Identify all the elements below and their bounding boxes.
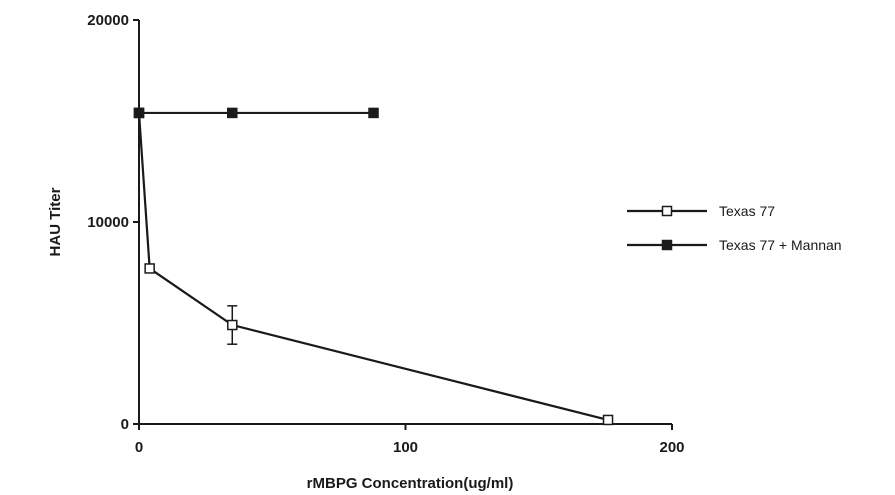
- legend: Texas 77 Texas 77 + Mannan: [627, 203, 842, 253]
- x-axis-title: rMBPG Concentration(ug/ml): [307, 475, 514, 492]
- y-axis-title: HAU Titer: [47, 187, 64, 256]
- legend-marker: [661, 205, 673, 217]
- legend-marker: [661, 239, 673, 251]
- x-tick-label: 100: [393, 439, 418, 456]
- series-2-point: [133, 107, 145, 119]
- y-tick-label: 10000: [87, 214, 129, 231]
- y-tick-label: 20000: [87, 12, 129, 29]
- series-2-point: [227, 107, 238, 119]
- ticks: 0 10000 20000 0 100 200: [87, 12, 684, 456]
- series-1-line: [137, 112, 609, 422]
- legend-label: Texas 77: [719, 203, 775, 219]
- x-tick-label: 200: [659, 439, 684, 456]
- y-tick-label: 0: [121, 416, 129, 433]
- axes: [138, 20, 672, 425]
- legend-label: Texas 77 + Mannan: [719, 237, 842, 253]
- legend-item-1: Texas 77: [627, 203, 775, 219]
- legend-item-2: Texas 77 + Mannan: [627, 237, 842, 253]
- x-tick-label: 0: [135, 439, 143, 456]
- series-layer: [133, 107, 614, 426]
- series-1-point: [602, 414, 614, 426]
- series-1-point: [227, 319, 238, 331]
- series-1-point: [144, 263, 155, 274]
- series-2-point: [368, 107, 379, 119]
